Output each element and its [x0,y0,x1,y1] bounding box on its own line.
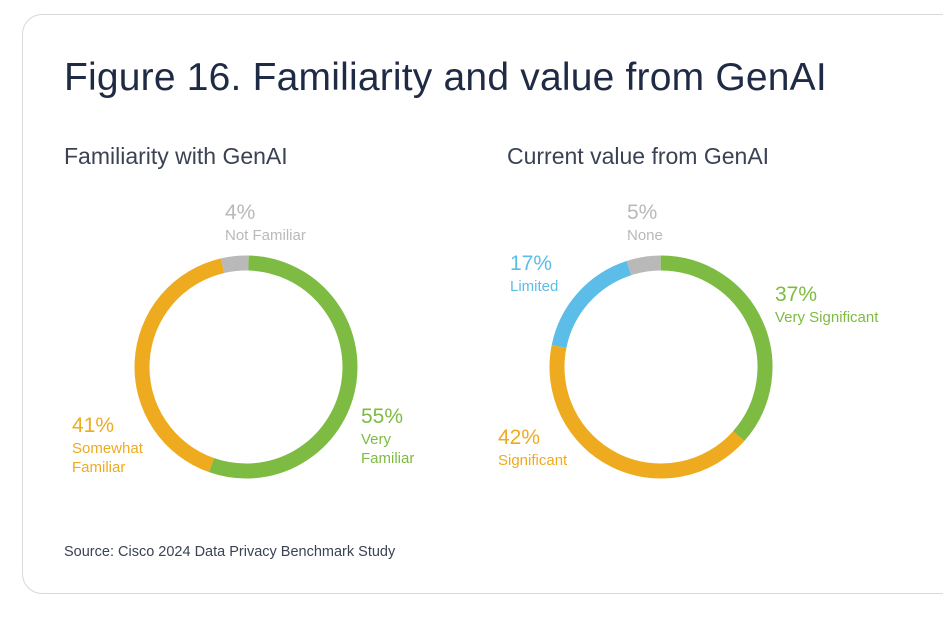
donut-slice-0-2 [134,258,225,473]
donut-slice-1-2 [549,344,745,479]
donut-slice-1-0 [626,255,661,276]
chart-title-value: Current value from GenAI [507,143,770,169]
slice-category-label: Very [361,431,392,448]
slice-category-label: Significant [498,452,568,469]
slice-category-label: Somewhat [72,440,144,457]
slice-category-label: Not Familiar [225,227,306,244]
slice-category-label: Familiar [72,459,125,476]
slice-percent-label: 55% [361,405,403,428]
figure-card [22,14,943,594]
slice-percent-label: 5% [627,201,657,224]
slice-percent-label: 41% [72,414,114,437]
figure-title: Figure 16. Familiarity and value from Ge… [64,56,827,99]
slice-category-label: Familiar [361,450,414,467]
donut-slice-1-1 [660,255,773,442]
slice-category-label: Limited [510,278,558,295]
slice-percent-label: 4% [225,201,255,224]
slice-category-label: Very Significant [775,309,879,326]
donut-slice-0-1 [208,255,358,479]
source-note: Source: Cisco 2024 Data Privacy Benchmar… [64,544,396,560]
slice-percent-label: 42% [498,426,540,449]
chart-title-familiarity: Familiarity with GenAI [64,143,288,169]
donut-slice-0-0 [220,255,249,274]
donut-slice-1-3 [551,260,632,349]
slice-percent-label: 37% [775,283,817,306]
slice-category-label: None [627,227,663,244]
slice-percent-label: 17% [510,252,552,275]
